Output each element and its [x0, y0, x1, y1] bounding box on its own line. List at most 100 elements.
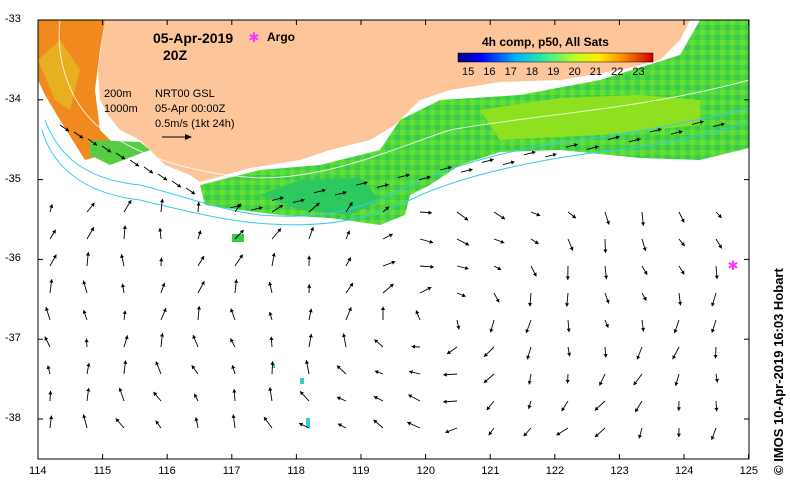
- y-tick-label: -36: [5, 252, 21, 265]
- current-vector-head: [606, 220, 610, 225]
- current-vector-head: [443, 372, 447, 377]
- x-tick-label: 117: [222, 465, 241, 477]
- current-vector-head: [45, 307, 49, 312]
- sst-shelf-patch: [90, 140, 150, 165]
- current-vector-head: [159, 198, 165, 203]
- current-vector-head: [231, 414, 236, 419]
- current-vector-head: [82, 310, 87, 314]
- current-vector-head: [391, 260, 396, 265]
- current-vector-head: [85, 252, 91, 256]
- current-vector-head: [411, 344, 416, 349]
- current-vector-head: [44, 336, 49, 341]
- current-vector-head: [528, 302, 533, 307]
- current-vector-head: [268, 281, 273, 286]
- current-vector-head: [49, 204, 54, 209]
- colorbar-tick-label: 16: [483, 66, 496, 78]
- current-vector-head: [565, 303, 570, 307]
- y-tick-label: -33: [5, 13, 21, 25]
- colorbar-tick-label: 17: [504, 66, 517, 78]
- current-vector-head: [488, 431, 493, 436]
- scale-label: 0.5m/s (1kt 24h): [155, 118, 235, 130]
- x-tick-label: 123: [610, 465, 629, 477]
- current-vector-head: [489, 158, 494, 163]
- y-tick-label: -34: [5, 92, 21, 105]
- current-vector-head: [268, 387, 273, 391]
- current-vector-head: [536, 212, 541, 217]
- current-vector-head: [405, 173, 410, 178]
- current-vector-head: [556, 431, 561, 436]
- current-vector-head: [234, 279, 239, 283]
- current-vector-head: [427, 286, 432, 291]
- current-vector-head: [346, 230, 351, 235]
- current-vector-head: [52, 254, 57, 259]
- current-vector-head: [373, 419, 378, 424]
- x-tick-label: 125: [739, 465, 758, 477]
- current-vector-head: [523, 432, 528, 437]
- current-vector-head: [230, 308, 234, 313]
- current-vector-head: [594, 433, 599, 438]
- current-vector-head: [52, 229, 56, 234]
- current-vector-head: [348, 307, 352, 312]
- current-vector-head: [565, 379, 570, 384]
- current-vector-head: [315, 202, 320, 207]
- current-vector-head: [447, 350, 451, 355]
- current-vector-head: [123, 360, 128, 365]
- x-tick-label: 115: [93, 465, 112, 477]
- current-vector-head: [230, 338, 234, 343]
- argo-legend-icon: ✱: [249, 30, 260, 45]
- current-vector-head: [338, 423, 343, 428]
- current-vector-head: [678, 301, 683, 306]
- current-vector-head: [710, 435, 715, 440]
- current-vector-head: [566, 328, 571, 333]
- current-vector-head: [500, 215, 505, 220]
- current-vector-head: [84, 338, 89, 343]
- x-axis-ticks: [37, 20, 750, 459]
- scale-arrowhead: [185, 134, 192, 140]
- current-vector-head: [456, 325, 461, 330]
- current-vector-head: [269, 336, 274, 341]
- current-vector-head: [299, 422, 304, 427]
- current-vector-head: [594, 145, 599, 150]
- current-vector-head: [200, 281, 205, 286]
- y-axis-ticks: [38, 19, 749, 420]
- sst-speck: [272, 364, 275, 368]
- current-vector-head: [162, 308, 167, 313]
- current-vector-head: [672, 355, 677, 360]
- current-vector-head: [363, 181, 368, 186]
- current-vector-head: [121, 155, 126, 160]
- current-vector-head: [489, 328, 494, 333]
- colorbar-tick-label: 21: [589, 66, 603, 78]
- current-vector-head: [603, 353, 608, 358]
- current-vector-head: [565, 276, 570, 280]
- current-vector-head: [374, 370, 379, 375]
- current-vector-head: [567, 352, 572, 357]
- current-vector-head: [268, 311, 273, 316]
- current-vector-head: [177, 183, 182, 188]
- current-vector-head: [408, 394, 413, 399]
- current-vector-head: [407, 421, 412, 426]
- current-vector-head: [127, 200, 132, 205]
- current-vector-head: [714, 407, 719, 412]
- current-vector-head: [191, 365, 196, 370]
- current-vector-head: [336, 396, 341, 401]
- contour-200-label: 200m: [104, 88, 132, 100]
- contour-1000m: [41, 121, 750, 226]
- current-vector-head: [336, 365, 341, 370]
- current-vector-head: [271, 252, 276, 257]
- colorbar-tick-label: 20: [568, 66, 581, 78]
- current-vector-head: [510, 160, 515, 165]
- current-vector-head: [486, 406, 491, 411]
- current-vector-head: [500, 239, 505, 244]
- x-tick-label: 122: [545, 465, 565, 477]
- current-vector-head: [484, 352, 488, 357]
- argo-float-marker[interactable]: ✱: [728, 258, 739, 273]
- current-vector-head: [527, 380, 532, 385]
- current-vector-head: [464, 266, 469, 271]
- current-vector-head: [674, 381, 679, 386]
- current-vector-head: [711, 328, 715, 333]
- current-vector-head: [307, 255, 312, 260]
- current-vector-head: [409, 370, 413, 375]
- x-tick-label: 119: [352, 465, 370, 477]
- y-tick-label: -35: [5, 172, 21, 185]
